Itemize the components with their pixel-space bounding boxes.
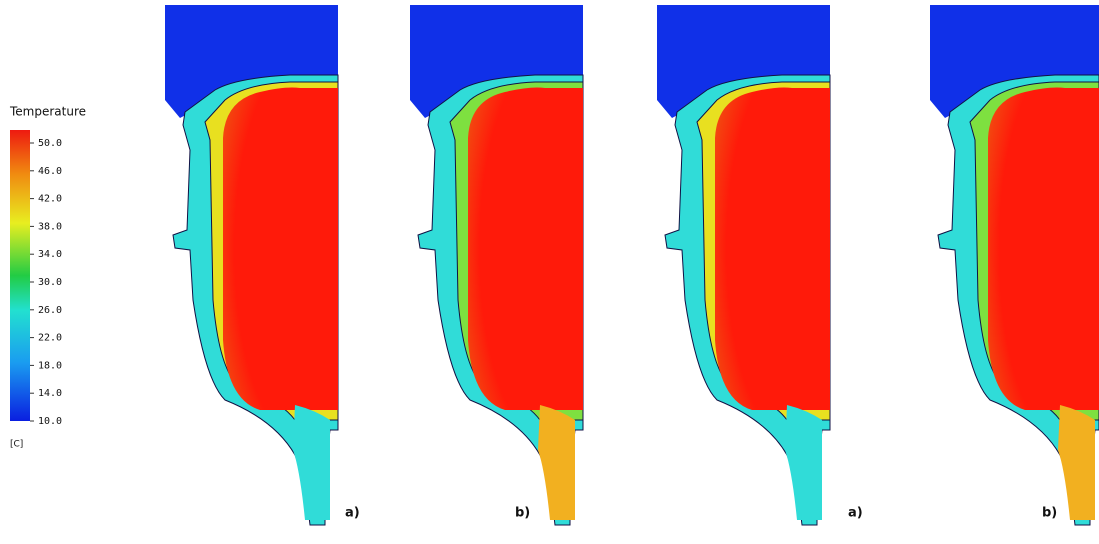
stem-region — [293, 405, 330, 520]
hot-core — [715, 87, 830, 410]
panel-label: b) — [515, 506, 530, 521]
colorbar-unit: [C] — [10, 440, 23, 450]
colorbar-tick-label: 38.0 — [38, 221, 62, 232]
panel-label: a) — [848, 506, 863, 521]
panel-label: a) — [345, 506, 360, 521]
colorbar-tick-label: 30.0 — [38, 277, 62, 288]
colorbar-tick-label: 18.0 — [38, 360, 62, 371]
fluid-region — [165, 5, 338, 118]
fluid-region — [930, 5, 1099, 118]
fluid-region — [410, 5, 583, 118]
colorbar-tick-label: 26.0 — [38, 305, 62, 316]
stem-region — [1058, 405, 1095, 520]
colorbar-tick-label: 46.0 — [38, 166, 62, 177]
colorbar-tick-label: 50.0 — [38, 138, 62, 149]
colorbar-tick-label: 10.0 — [38, 416, 62, 427]
colorbar-tick-label: 42.0 — [38, 194, 62, 205]
contour-panel — [165, 5, 339, 526]
colorbar-tick-label: 14.0 — [38, 388, 62, 399]
hot-core — [468, 87, 583, 410]
colorbar-title: Temperature — [9, 105, 86, 119]
hot-core — [988, 87, 1099, 410]
colorbar — [10, 130, 30, 421]
hot-core — [223, 87, 338, 410]
colorbar-tick-label: 34.0 — [38, 249, 62, 260]
panel-label: b) — [1042, 506, 1057, 521]
contour-panel — [410, 5, 584, 526]
fluid-region — [657, 5, 830, 118]
stem-region — [538, 405, 575, 520]
contour-panel — [657, 5, 831, 526]
stem-region — [785, 405, 822, 520]
contour-panel — [930, 5, 1099, 526]
colorbar-tick-label: 22.0 — [38, 333, 62, 344]
